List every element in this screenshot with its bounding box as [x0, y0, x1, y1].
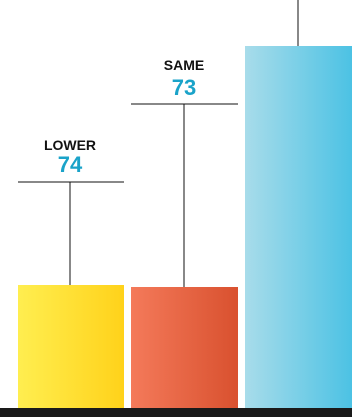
value-label-same: 73: [172, 75, 196, 100]
bar-same: [131, 287, 238, 410]
bar-third: [245, 46, 352, 410]
value-label-lower: 74: [58, 152, 83, 177]
category-label-same: SAME: [164, 57, 204, 73]
category-label-lower: LOWER: [44, 137, 96, 153]
chart-baseline: [0, 408, 352, 417]
bar-lower: [18, 285, 124, 410]
